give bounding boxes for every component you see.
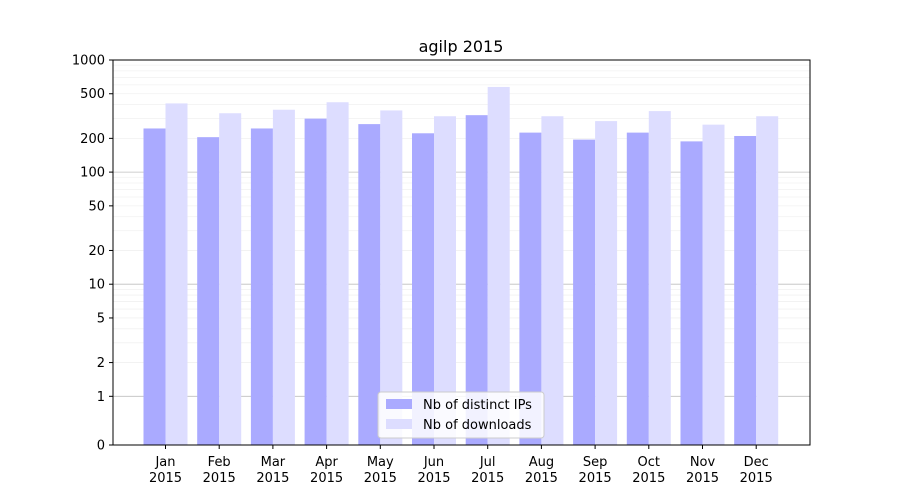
x-tick-label-year: 2015 (579, 471, 612, 486)
bars (143, 86, 779, 446)
legend-swatch (386, 399, 412, 409)
x-tick-label-month: Oct (638, 455, 660, 470)
legend-label: Nb of distinct IPs (423, 398, 532, 413)
x-tick-label-month: May (367, 455, 394, 470)
bar-downloads (595, 121, 618, 446)
legend: Nb of distinct IPs Nb of downloads (377, 391, 545, 439)
legend-label: Nb of downloads (423, 418, 532, 433)
bar-distinct-ips (519, 132, 542, 445)
bar-downloads (219, 113, 242, 446)
y-tick-label: 100 (80, 166, 105, 181)
y-tick-label: 1 (97, 390, 105, 405)
x-tick-label-month: Mar (261, 455, 286, 470)
plot-frame (112, 59, 811, 446)
y-axis: 0 1 2 5 10 20 50 100 200 500 1000 (72, 54, 113, 454)
bar-downloads (380, 110, 403, 446)
x-tick-label-year: 2015 (686, 471, 719, 486)
x-tick-label-month: Jun (423, 455, 444, 470)
x-tick-label-year: 2015 (310, 471, 343, 486)
legend-box (377, 391, 545, 439)
x-axis: Jan2015Feb2015Mar2015Apr2015May2015Jun20… (149, 445, 773, 486)
x-tick-label-month: Apr (315, 455, 338, 470)
x-tick-label-year: 2015 (471, 471, 504, 486)
bar-distinct-ips (573, 139, 596, 445)
x-tick-label-year: 2015 (417, 471, 450, 486)
y-tick-label: 2 (97, 356, 105, 371)
bar-distinct-ips (250, 128, 273, 445)
bar-downloads (541, 116, 564, 445)
bar-downloads (434, 116, 456, 445)
bar-downloads (756, 116, 779, 445)
bar-distinct-ips (680, 141, 703, 446)
y-tick-label: 500 (80, 87, 105, 102)
y-tick-label: 20 (88, 244, 105, 259)
bar-distinct-ips (626, 132, 649, 445)
x-tick-label-month: Sep (583, 455, 608, 470)
y-tick-label: 1000 (72, 54, 105, 69)
bar-downloads (487, 86, 510, 445)
y-tick-label: 50 (88, 199, 105, 214)
bar-distinct-ips (734, 135, 757, 445)
x-tick-label-year: 2015 (364, 471, 397, 486)
bar-distinct-ips (304, 118, 327, 445)
y-tick-label: 10 (88, 278, 105, 293)
x-tick-label-month: Feb (208, 455, 231, 470)
bar-distinct-ips (197, 137, 220, 445)
x-tick-label-year: 2015 (740, 471, 773, 486)
bar-distinct-ips (412, 133, 434, 446)
bar-downloads (702, 124, 725, 446)
bar-distinct-ips (143, 128, 166, 445)
x-tick-label-year: 2015 (632, 471, 665, 486)
x-tick-label-year: 2015 (149, 471, 182, 486)
y-tick-label: 5 (97, 311, 105, 326)
bar-downloads (272, 109, 295, 446)
bar-downloads (165, 103, 188, 445)
x-tick-label-month: Aug (529, 455, 554, 470)
x-tick-label-month: Jul (479, 455, 496, 470)
y-tick-label: 200 (80, 132, 105, 147)
legend-swatch (386, 419, 412, 429)
bar-downloads (326, 102, 349, 445)
x-tick-label-year: 2015 (525, 471, 558, 486)
bar-distinct-ips (465, 115, 488, 445)
x-tick-label-month: Dec (744, 455, 769, 470)
bar-distinct-ips (358, 124, 381, 445)
chart-title: agilp 2015 (419, 37, 504, 56)
y-tick-label: 0 (97, 439, 105, 454)
x-tick-label-year: 2015 (256, 471, 289, 486)
x-tick-label-year: 2015 (203, 471, 236, 486)
x-tick-label-month: Jan (154, 455, 175, 470)
x-tick-label-month: Nov (690, 455, 716, 470)
bar-downloads (648, 111, 671, 445)
